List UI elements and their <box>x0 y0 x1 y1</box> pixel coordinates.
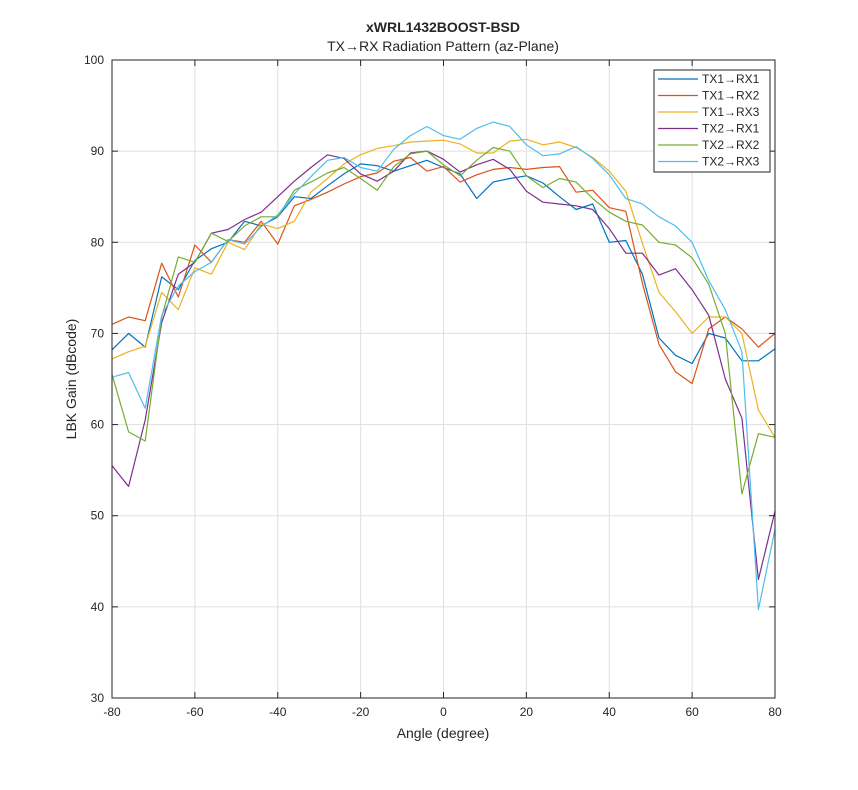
x-tick-label: 0 <box>440 705 447 719</box>
y-tick-label: 60 <box>91 418 105 432</box>
series-lines <box>111 121 776 611</box>
x-tick-label: 80 <box>768 705 782 719</box>
legend-label: TX1→RX1 <box>702 72 760 86</box>
series-line-tx2-rx1 <box>111 150 776 581</box>
ticks: -80 -60 -40 -20 0 20 40 60 80 30 40 50 60 70 80 90 100 <box>84 53 782 719</box>
x-tick-label: -20 <box>352 705 370 719</box>
y-tick-label: 30 <box>91 691 105 705</box>
y-axis-label: LBK Gain (dBcode) <box>63 319 79 440</box>
series-line-tx1-rx3 <box>111 138 776 438</box>
legend-label: TX2→RX3 <box>702 155 760 169</box>
y-tick-label: 90 <box>91 144 105 158</box>
y-tick-label: 70 <box>91 326 105 340</box>
x-tick-label: 20 <box>520 705 534 719</box>
y-tick-label: 100 <box>84 53 104 67</box>
x-axis-label: Angle (degree) <box>397 725 490 741</box>
y-tick-label: 80 <box>91 235 105 249</box>
x-tick-label: -40 <box>269 705 287 719</box>
legend-label: TX2→RX1 <box>702 122 760 136</box>
legend: TX1→RX1 TX1→RX2 TX1→RX3 TX2→RX1 TX2→RX2 TX2→R… <box>653 69 771 173</box>
series-line-tx2-rx3 <box>111 121 776 611</box>
legend-label: TX1→RX2 <box>702 89 760 103</box>
legend-label: TX2→RX2 <box>702 138 760 152</box>
x-tick-label: 40 <box>603 705 617 719</box>
chart-title: xWRL1432BOOST-BSD <box>366 19 520 35</box>
series-line-tx1-rx1 <box>111 159 776 365</box>
x-tick-label: 60 <box>685 705 699 719</box>
y-tick-label: 50 <box>91 509 105 523</box>
chart-subtitle: TX→RX Radiation Pattern (az-Plane) <box>327 38 559 54</box>
legend-box <box>653 69 771 173</box>
x-tick-label: -60 <box>186 705 204 719</box>
series-line-tx2-rx2 <box>111 146 776 495</box>
legend-label: TX1→RX3 <box>702 105 760 119</box>
y-tick-label: 40 <box>91 600 105 614</box>
x-tick-label: -80 <box>103 705 121 719</box>
